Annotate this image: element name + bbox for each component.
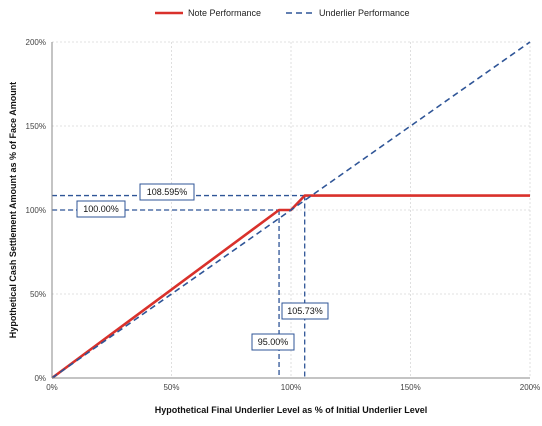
- legend-item-note-performance: Note Performance: [155, 8, 261, 18]
- y-tick-label: 100%: [26, 206, 46, 215]
- legend-label: Underlier Performance: [319, 8, 410, 18]
- callout-box: [76, 200, 126, 218]
- axes: [51, 42, 530, 379]
- callout-par-level: 100.00%: [76, 200, 126, 218]
- legend-item-underlier-performance: Underlier Performance: [286, 8, 410, 18]
- callout-cap-level: 108.595%: [139, 183, 195, 201]
- x-tick-label: 50%: [163, 383, 179, 392]
- y-tick-label: 0%: [34, 374, 46, 383]
- callout-label: 108.595%: [147, 187, 188, 197]
- underlier-performance-line: [51, 41, 531, 379]
- grid: [52, 41, 531, 378]
- y-tick-label: 50%: [30, 290, 46, 299]
- y-axis-title: Hypothetical Cash Settlement Amount as %…: [8, 82, 18, 338]
- tick-labels: 0% 50% 100% 150% 200% 0% 50% 100% 150% 200%: [26, 38, 541, 392]
- callout-box: [281, 302, 329, 320]
- legend-label: Note Performance: [188, 8, 261, 18]
- callout-label: 105.73%: [287, 306, 323, 316]
- callouts: 108.595% 100.00% 105.73% 95.00%: [76, 183, 329, 351]
- callout-cap-underlier: 105.73%: [281, 302, 329, 320]
- callout-box: [139, 183, 195, 201]
- callout-buffer-underlier: 95.00%: [251, 333, 295, 351]
- series-lines: [51, 41, 531, 380]
- legend: Note Performance Underlier Performance: [155, 8, 410, 18]
- y-tick-label: 200%: [26, 38, 46, 47]
- x-axis-title: Hypothetical Final Underlier Level as % …: [155, 405, 428, 415]
- callout-box: [251, 333, 295, 351]
- x-tick-label: 200%: [520, 383, 540, 392]
- x-tick-label: 100%: [281, 383, 301, 392]
- x-tick-label: 0%: [46, 383, 58, 392]
- callout-label: 95.00%: [258, 337, 289, 347]
- y-tick-label: 150%: [26, 122, 46, 131]
- callout-label: 100.00%: [83, 204, 119, 214]
- x-tick-label: 150%: [400, 383, 420, 392]
